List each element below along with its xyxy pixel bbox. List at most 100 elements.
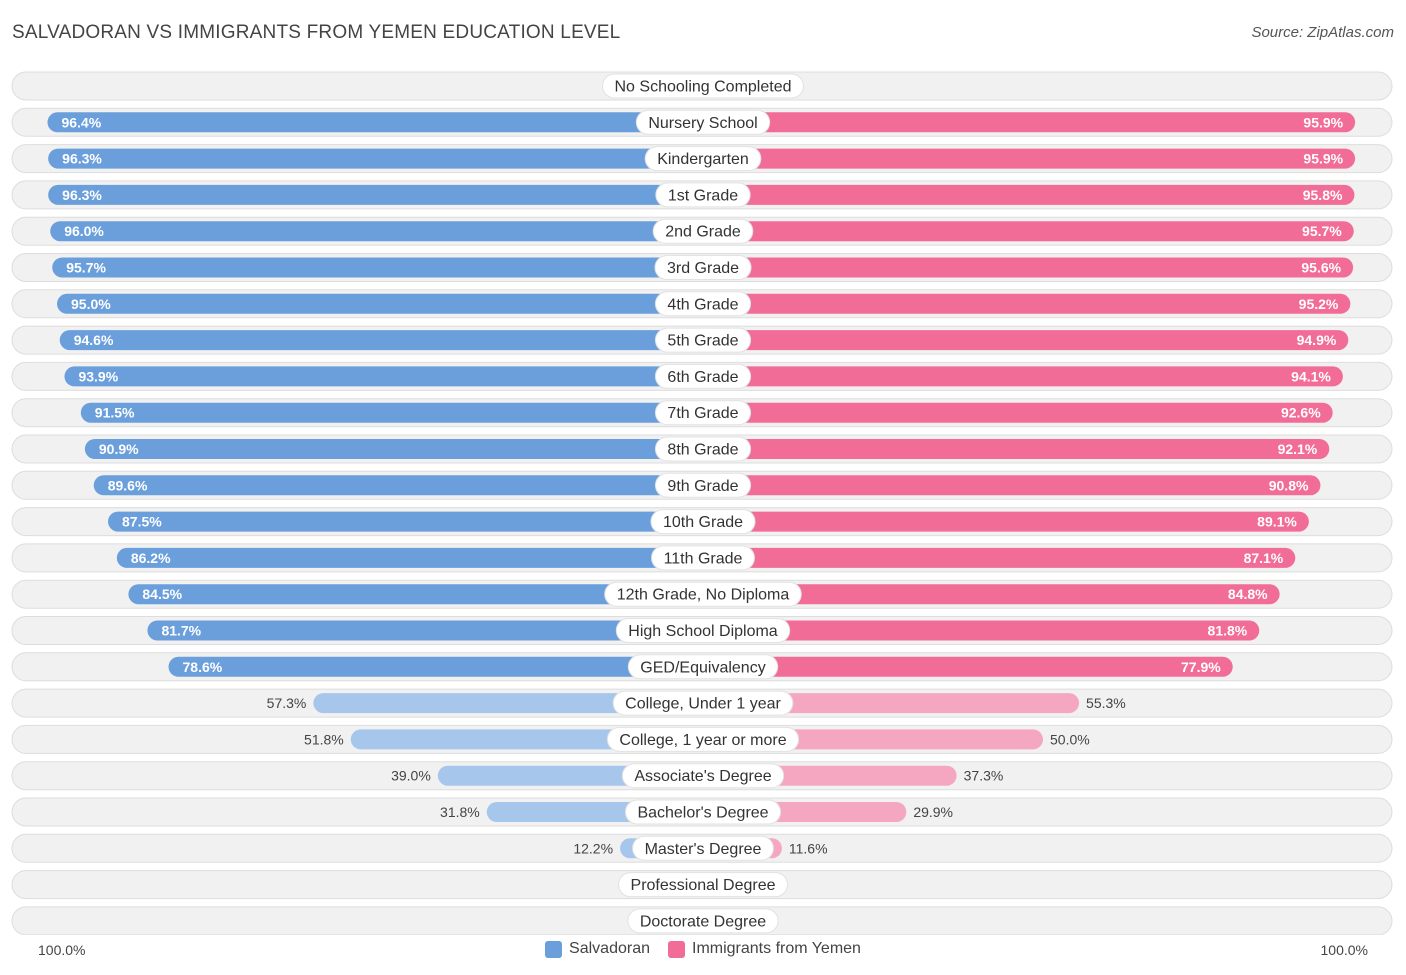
category-label: Nursery School (648, 115, 757, 132)
category-label-pill (654, 436, 752, 462)
bar-salvadoran[interactable] (57, 293, 703, 314)
category-label: High School Diploma (628, 623, 778, 640)
bar-yemen[interactable] (703, 439, 1330, 459)
row-2: 96.3% 95.9% Kindergarten (11, 144, 1393, 174)
value-label-yemen: 50.0% (1050, 731, 1090, 747)
category-label-pill (654, 327, 752, 353)
axis-left-scale: 100.0% (38, 942, 86, 958)
bar-yemen[interactable] (703, 221, 1354, 242)
category-label-pill (604, 581, 802, 607)
value-label-salvadoran: 93.9% (78, 368, 118, 384)
bar-yemen[interactable] (703, 620, 1260, 641)
value-label-salvadoran: 96.4% (61, 114, 101, 130)
bar-salvadoran[interactable] (313, 693, 703, 714)
category-label: Professional Degree (631, 877, 776, 894)
bar-salvadoran[interactable] (128, 584, 703, 605)
category-label-pill (615, 618, 791, 643)
bar-yemen[interactable] (703, 184, 1355, 205)
value-label-yemen: 95.7% (1302, 223, 1342, 239)
row-20: 31.8% 29.9% Bachelor's Degree (11, 797, 1393, 827)
value-label-salvadoran: 12.2% (573, 840, 613, 856)
category-label: 3rd Grade (667, 260, 739, 277)
bar-yemen[interactable] (703, 475, 1321, 496)
value-label-yemen: 37.3% (964, 768, 1004, 784)
category-label: 9th Grade (667, 478, 738, 495)
bar-yemen[interactable] (703, 402, 1333, 423)
legend-label-yemen: Immigrants from Yemen (692, 940, 861, 957)
category-label: 8th Grade (667, 442, 738, 459)
category-label: Bachelor's Degree (637, 805, 768, 822)
row-23: 1.5%1.4%Doctorate Degree (11, 906, 1393, 935)
category-label: Associate's Degree (634, 768, 771, 785)
row-19: 39.0% 37.3% Associate's Degree (11, 761, 1393, 791)
row-7: 94.6% 94.9% 5th Grade (11, 325, 1393, 355)
category-label-pill (655, 182, 751, 208)
bar-salvadoran[interactable] (48, 148, 704, 169)
value-label-yemen: 95.9% (1303, 114, 1343, 130)
value-label-salvadoran: 57.3% (267, 695, 307, 711)
bar-salvadoran[interactable] (108, 511, 703, 532)
chart-title: SALVADORAN VS IMMIGRANTS FROM YEMEN EDUC… (12, 22, 621, 43)
value-label-yemen: 95.9% (1303, 151, 1343, 167)
bar-salvadoran[interactable] (84, 439, 703, 459)
bar-yemen[interactable] (703, 547, 1296, 568)
row-15: 81.7% 81.8% High School Diploma (11, 616, 1393, 645)
row-8: 93.9% 94.1% 6th Grade (11, 361, 1393, 391)
bar-salvadoran[interactable] (147, 620, 703, 641)
legend-item-salvadoran[interactable]: Salvadoran (545, 940, 650, 958)
value-label-salvadoran: 31.8% (440, 804, 480, 820)
bar-salvadoran[interactable] (64, 366, 704, 387)
bar-yemen[interactable] (703, 148, 1356, 169)
bar-yemen[interactable] (703, 257, 1354, 278)
bar-salvadoran[interactable] (80, 402, 704, 423)
legend-item-yemen[interactable]: Immigrants from Yemen (668, 940, 861, 958)
category-label: 4th Grade (667, 296, 738, 313)
category-label: 5th Grade (667, 333, 738, 350)
value-label-salvadoran: 94.6% (74, 332, 114, 348)
row-3: 96.3% 95.8% 1st Grade (11, 180, 1393, 210)
bar-salvadoran[interactable] (59, 330, 704, 351)
bar-salvadoran[interactable] (116, 547, 704, 568)
category-label-pill (627, 908, 779, 934)
value-label-yemen: 95.6% (1301, 260, 1341, 276)
row-11: 89.6% 90.8% 9th Grade (11, 470, 1393, 500)
value-label-yemen: 87.1% (1244, 550, 1284, 566)
row-10: 90.9% 92.1% 8th Grade (11, 434, 1393, 464)
category-label-pill (618, 872, 788, 898)
category-label: 2nd Grade (665, 224, 741, 241)
bar-yemen[interactable] (703, 584, 1280, 605)
bar-salvadoran[interactable] (168, 656, 703, 677)
bar-salvadoran[interactable] (93, 475, 704, 496)
category-label-pill (654, 400, 752, 426)
bar-yemen[interactable] (703, 656, 1233, 677)
category-label: 11th Grade (664, 550, 743, 567)
bar-yemen[interactable] (703, 366, 1343, 387)
category-label-pill (654, 363, 752, 389)
category-label: No Schooling Completed (615, 79, 792, 96)
row-13: 86.2% 87.1% 11th Grade (11, 543, 1393, 573)
category-label-pill (654, 255, 752, 280)
row-14: 84.5% 84.8% 12th Grade, No Diploma (11, 579, 1393, 609)
category-label: College, Under 1 year (625, 696, 781, 713)
category-label-pill (621, 763, 785, 789)
bar-yemen[interactable] (703, 112, 1356, 133)
value-label-salvadoran: 96.0% (64, 223, 104, 239)
legend-swatch-yemen (668, 940, 685, 958)
bar-yemen[interactable] (703, 330, 1349, 351)
bar-yemen[interactable] (703, 293, 1351, 314)
row-1: 96.4% 95.9% Nursery School (11, 107, 1393, 137)
bar-yemen[interactable] (703, 693, 1080, 714)
value-label-yemen: 92.1% (1278, 441, 1318, 457)
bar-salvadoran[interactable] (50, 221, 703, 242)
bar-yemen[interactable] (703, 511, 1309, 532)
bar-salvadoran[interactable] (48, 184, 704, 205)
value-label-yemen: 29.9% (913, 804, 953, 820)
value-label-yemen: 84.8% (1228, 586, 1268, 602)
category-label: GED/Equivalency (640, 659, 765, 676)
bar-salvadoran[interactable] (47, 112, 704, 133)
bar-salvadoran[interactable] (52, 257, 704, 278)
value-label-yemen: 77.9% (1181, 659, 1221, 675)
category-label-pill (644, 146, 762, 172)
category-label: Doctorate Degree (640, 913, 766, 930)
value-label-salvadoran: 95.7% (66, 260, 106, 276)
